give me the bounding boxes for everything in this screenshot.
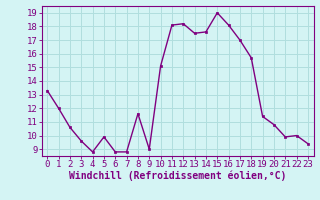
- X-axis label: Windchill (Refroidissement éolien,°C): Windchill (Refroidissement éolien,°C): [69, 171, 286, 181]
